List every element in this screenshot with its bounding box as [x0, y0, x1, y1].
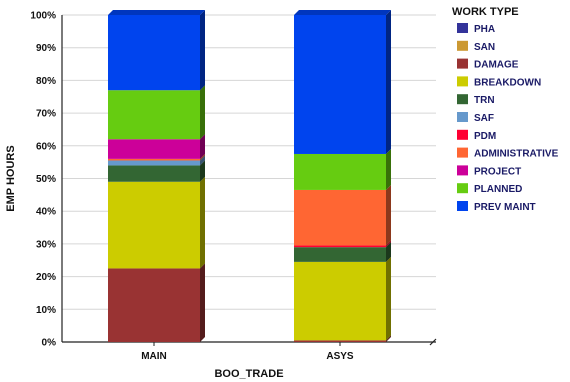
- y-tick-label: 20%: [36, 272, 56, 283]
- bars: [108, 10, 391, 342]
- x-tick-labels: MAIN ASYS: [141, 342, 354, 362]
- bar-top-face: [108, 10, 205, 15]
- bar-side-damage: [386, 335, 391, 342]
- y-tick-label: 10%: [36, 305, 56, 316]
- legend-label-pdm: PDM: [474, 131, 496, 142]
- legend-label-administrative: ADMINISTRATIVE: [474, 149, 559, 160]
- y-tick-label: 60%: [36, 141, 56, 152]
- bar-side-prev-maint: [386, 10, 391, 154]
- bar-top-face: [294, 10, 391, 15]
- bar-segment-asys-damage: [294, 340, 386, 342]
- bar-side-pdm: [386, 240, 391, 248]
- bar-side-prev-maint: [200, 10, 205, 91]
- bar-segment-asys-breakdown: [294, 261, 386, 341]
- bar-side-trn: [200, 160, 205, 182]
- y-tick-label: 70%: [36, 109, 56, 120]
- legend-swatch-breakdown: [457, 76, 468, 87]
- bar-side-project: [200, 134, 205, 159]
- bar-segment-main-project: [108, 139, 200, 159]
- bar-side-trn: [386, 242, 391, 262]
- legend-swatch-saf: [457, 112, 468, 122]
- legend: PHA SAN DAMAGE BREAKDOWN TRN SAF PDM ADMINISTRA…: [457, 23, 559, 213]
- x-axis-end-tick: [429, 338, 437, 346]
- bar-segment-asys-pdm: [294, 245, 386, 248]
- bar-side-planned: [200, 85, 205, 140]
- x-axis-title: BOO_TRADE: [214, 368, 283, 380]
- bar-side-administrative: [386, 184, 391, 246]
- legend-swatch-san: [457, 40, 468, 51]
- y-tick-label: 30%: [36, 239, 56, 250]
- bar-segment-asys-prev-maint: [294, 15, 386, 154]
- legend-label-san: SAN: [474, 42, 495, 53]
- y-axis-title: EMP HOURS: [5, 145, 17, 211]
- bar-side-saf: [200, 155, 205, 166]
- y-tick-label: 100%: [30, 11, 56, 22]
- bar-segment-main-saf: [108, 160, 200, 166]
- bar-segment-asys-trn: [294, 247, 386, 262]
- y-tick-label: 0%: [42, 338, 57, 349]
- y-tick-label: 90%: [36, 43, 56, 54]
- y-tick-label: 50%: [36, 174, 56, 185]
- legend-swatch-planned: [457, 183, 468, 194]
- y-tick-labels: 0% 10% 20% 30% 40% 50% 60% 70% 80% 90% 100%: [30, 11, 56, 349]
- bar-side-damage: [200, 263, 205, 342]
- legend-title: WORK TYPE: [452, 6, 519, 18]
- bar-segment-main-trn: [108, 165, 200, 182]
- bar-segment-main-administrative: [108, 158, 200, 161]
- bar-side-administrative: [200, 153, 205, 161]
- legend-label-trn: TRN: [474, 95, 495, 106]
- bar-segment-main-planned: [108, 90, 200, 140]
- y-tick-label: 80%: [36, 76, 56, 87]
- legend-swatch-damage: [457, 58, 468, 69]
- x-tick-label-main: MAIN: [141, 351, 167, 362]
- legend-swatch-project: [457, 165, 468, 176]
- legend-label-pha: PHA: [474, 24, 495, 35]
- legend-swatch-prev-maint: [457, 201, 468, 211]
- bar-segment-main-breakdown: [108, 181, 200, 269]
- legend-swatch-pha: [457, 23, 468, 33]
- bar-segment-asys-administrative: [294, 189, 386, 246]
- bar-side-planned: [386, 148, 391, 190]
- y-tick-label: 40%: [36, 207, 56, 218]
- bar-segment-main-prev-maint: [108, 15, 200, 91]
- bar-side-breakdown: [200, 176, 205, 269]
- bar-side-breakdown: [386, 256, 391, 341]
- legend-label-damage: DAMAGE: [474, 60, 519, 71]
- legend-label-project: PROJECT: [474, 166, 521, 177]
- legend-swatch-trn: [457, 94, 468, 105]
- bar-segment-asys-planned: [294, 153, 386, 190]
- legend-label-saf: SAF: [474, 113, 494, 124]
- bar-segment-main-damage: [108, 268, 200, 342]
- legend-label-prev-maint: PREV MAINT: [474, 202, 536, 213]
- x-tick-label-asys: ASYS: [326, 351, 354, 362]
- legend-label-planned: PLANNED: [474, 184, 522, 195]
- legend-swatch-pdm: [457, 129, 468, 140]
- legend-swatch-administrative: [457, 147, 468, 158]
- legend-label-breakdown: BREAKDOWN: [474, 77, 541, 88]
